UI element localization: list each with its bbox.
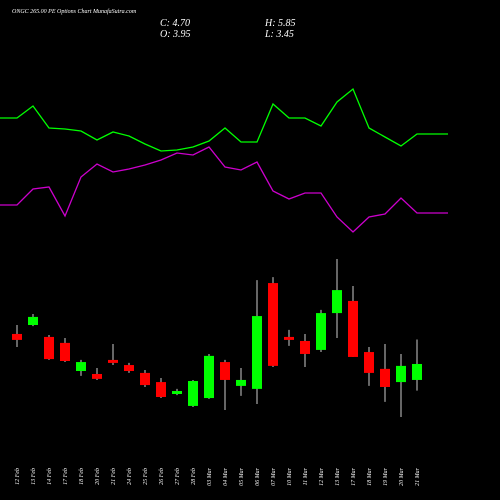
candle-body (316, 313, 326, 350)
x-tick-label: 13 Mar (335, 467, 341, 485)
candle-body (364, 352, 374, 373)
x-tick-label: 21 Mar (415, 467, 421, 485)
candle-body (252, 316, 262, 389)
x-tick-label: 24 Feb (126, 468, 133, 485)
candle-body (124, 365, 134, 372)
candle-body (28, 316, 38, 326)
indicator-line (0, 146, 448, 233)
ohlc-close: C: 4.70 (160, 18, 190, 29)
candle-body (92, 373, 102, 379)
candle-body (348, 300, 358, 357)
ohlc-open: O: 3.95 (160, 29, 191, 40)
x-tick-label: 25 Feb (143, 468, 149, 485)
candle-body (412, 363, 422, 380)
indicator-line (0, 87, 448, 152)
candle-body (172, 391, 182, 395)
candle-body (284, 336, 294, 340)
chart-title: ONGC 265.00 PE Options Chart MunafaSutra… (12, 8, 137, 15)
x-tick-label: 06 Mar (255, 467, 261, 485)
candle-body (108, 359, 118, 363)
candle-body (220, 362, 230, 380)
x-tick-label: 13 Feb (31, 468, 37, 485)
candle-body (188, 381, 198, 406)
x-tick-label: 18 Feb (79, 468, 85, 485)
x-tick-label: 21 Feb (111, 468, 117, 485)
candle-body (156, 382, 166, 397)
candle-body (268, 283, 278, 366)
x-tick-label: 27 Feb (175, 468, 181, 485)
x-tick-label: 11 Mar (303, 467, 309, 485)
candle-body (204, 355, 214, 399)
x-tick-label: 20 Feb (95, 468, 101, 485)
x-tick-label: 12 Mar (319, 467, 325, 485)
candle-body (12, 333, 22, 340)
x-tick-label: 26 Feb (159, 468, 165, 485)
ohlc-low: L: 3.45 (264, 29, 294, 40)
candle-body (44, 336, 54, 360)
candle-body (396, 365, 406, 383)
candle-body (76, 362, 86, 372)
x-tick-label: 28 Feb (191, 468, 197, 485)
candle-body (380, 368, 390, 387)
x-tick-label: 07 Mar (271, 467, 277, 485)
x-tick-label: 14 Feb (46, 468, 53, 485)
x-tick-label: 17 Mar (351, 467, 357, 485)
x-tick-label: 12 Feb (15, 468, 21, 485)
x-tick-label: 03 Mar (207, 467, 213, 485)
candle-body (300, 340, 310, 354)
x-tick-label: 05 Mar (239, 467, 245, 485)
x-tick-label: 20 Mar (399, 467, 405, 485)
candle-body (332, 290, 342, 314)
x-tick-label: 04 Mar (222, 467, 229, 485)
candle-body (60, 342, 70, 361)
candle-body (140, 372, 150, 386)
ohlc-high: H: 5.85 (264, 18, 296, 29)
x-tick-label: 10 Mar (287, 467, 293, 485)
x-tick-label: 17 Feb (63, 468, 69, 485)
x-tick-label: 19 Mar (383, 467, 389, 485)
candle-body (236, 379, 246, 386)
x-tick-label: 18 Mar (367, 467, 373, 485)
